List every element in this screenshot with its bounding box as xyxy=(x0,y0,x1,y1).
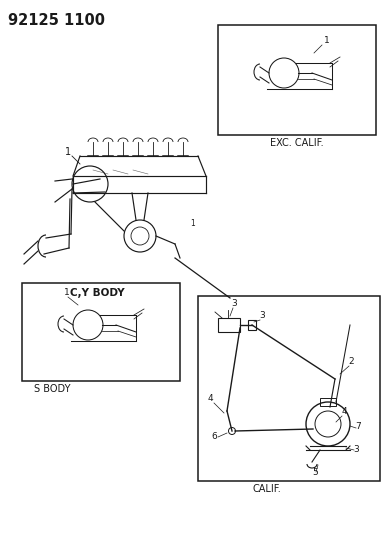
Text: 3: 3 xyxy=(353,445,359,454)
Bar xyxy=(198,296,380,481)
Text: 1: 1 xyxy=(65,147,71,157)
Bar xyxy=(218,318,240,332)
Text: 3: 3 xyxy=(259,311,265,320)
Circle shape xyxy=(229,427,236,434)
Text: 1: 1 xyxy=(64,288,70,297)
Text: S BODY: S BODY xyxy=(34,384,71,394)
Text: 7: 7 xyxy=(355,422,361,431)
Text: 1: 1 xyxy=(190,219,195,228)
Text: CALIF.: CALIF. xyxy=(253,484,281,494)
Bar xyxy=(248,320,256,330)
Bar xyxy=(218,25,376,135)
Text: C,Y BODY: C,Y BODY xyxy=(70,288,125,298)
Text: EXC. CALIF.: EXC. CALIF. xyxy=(270,138,324,148)
Text: 6: 6 xyxy=(211,432,217,441)
Text: 1: 1 xyxy=(324,36,330,45)
Text: 5: 5 xyxy=(312,468,318,477)
Text: 4: 4 xyxy=(207,394,213,403)
Text: 3: 3 xyxy=(231,299,237,308)
Text: 2: 2 xyxy=(348,357,354,366)
Bar xyxy=(22,283,180,381)
Bar xyxy=(320,398,336,406)
Text: 4: 4 xyxy=(341,407,347,416)
Text: 92125 1100: 92125 1100 xyxy=(8,13,105,28)
